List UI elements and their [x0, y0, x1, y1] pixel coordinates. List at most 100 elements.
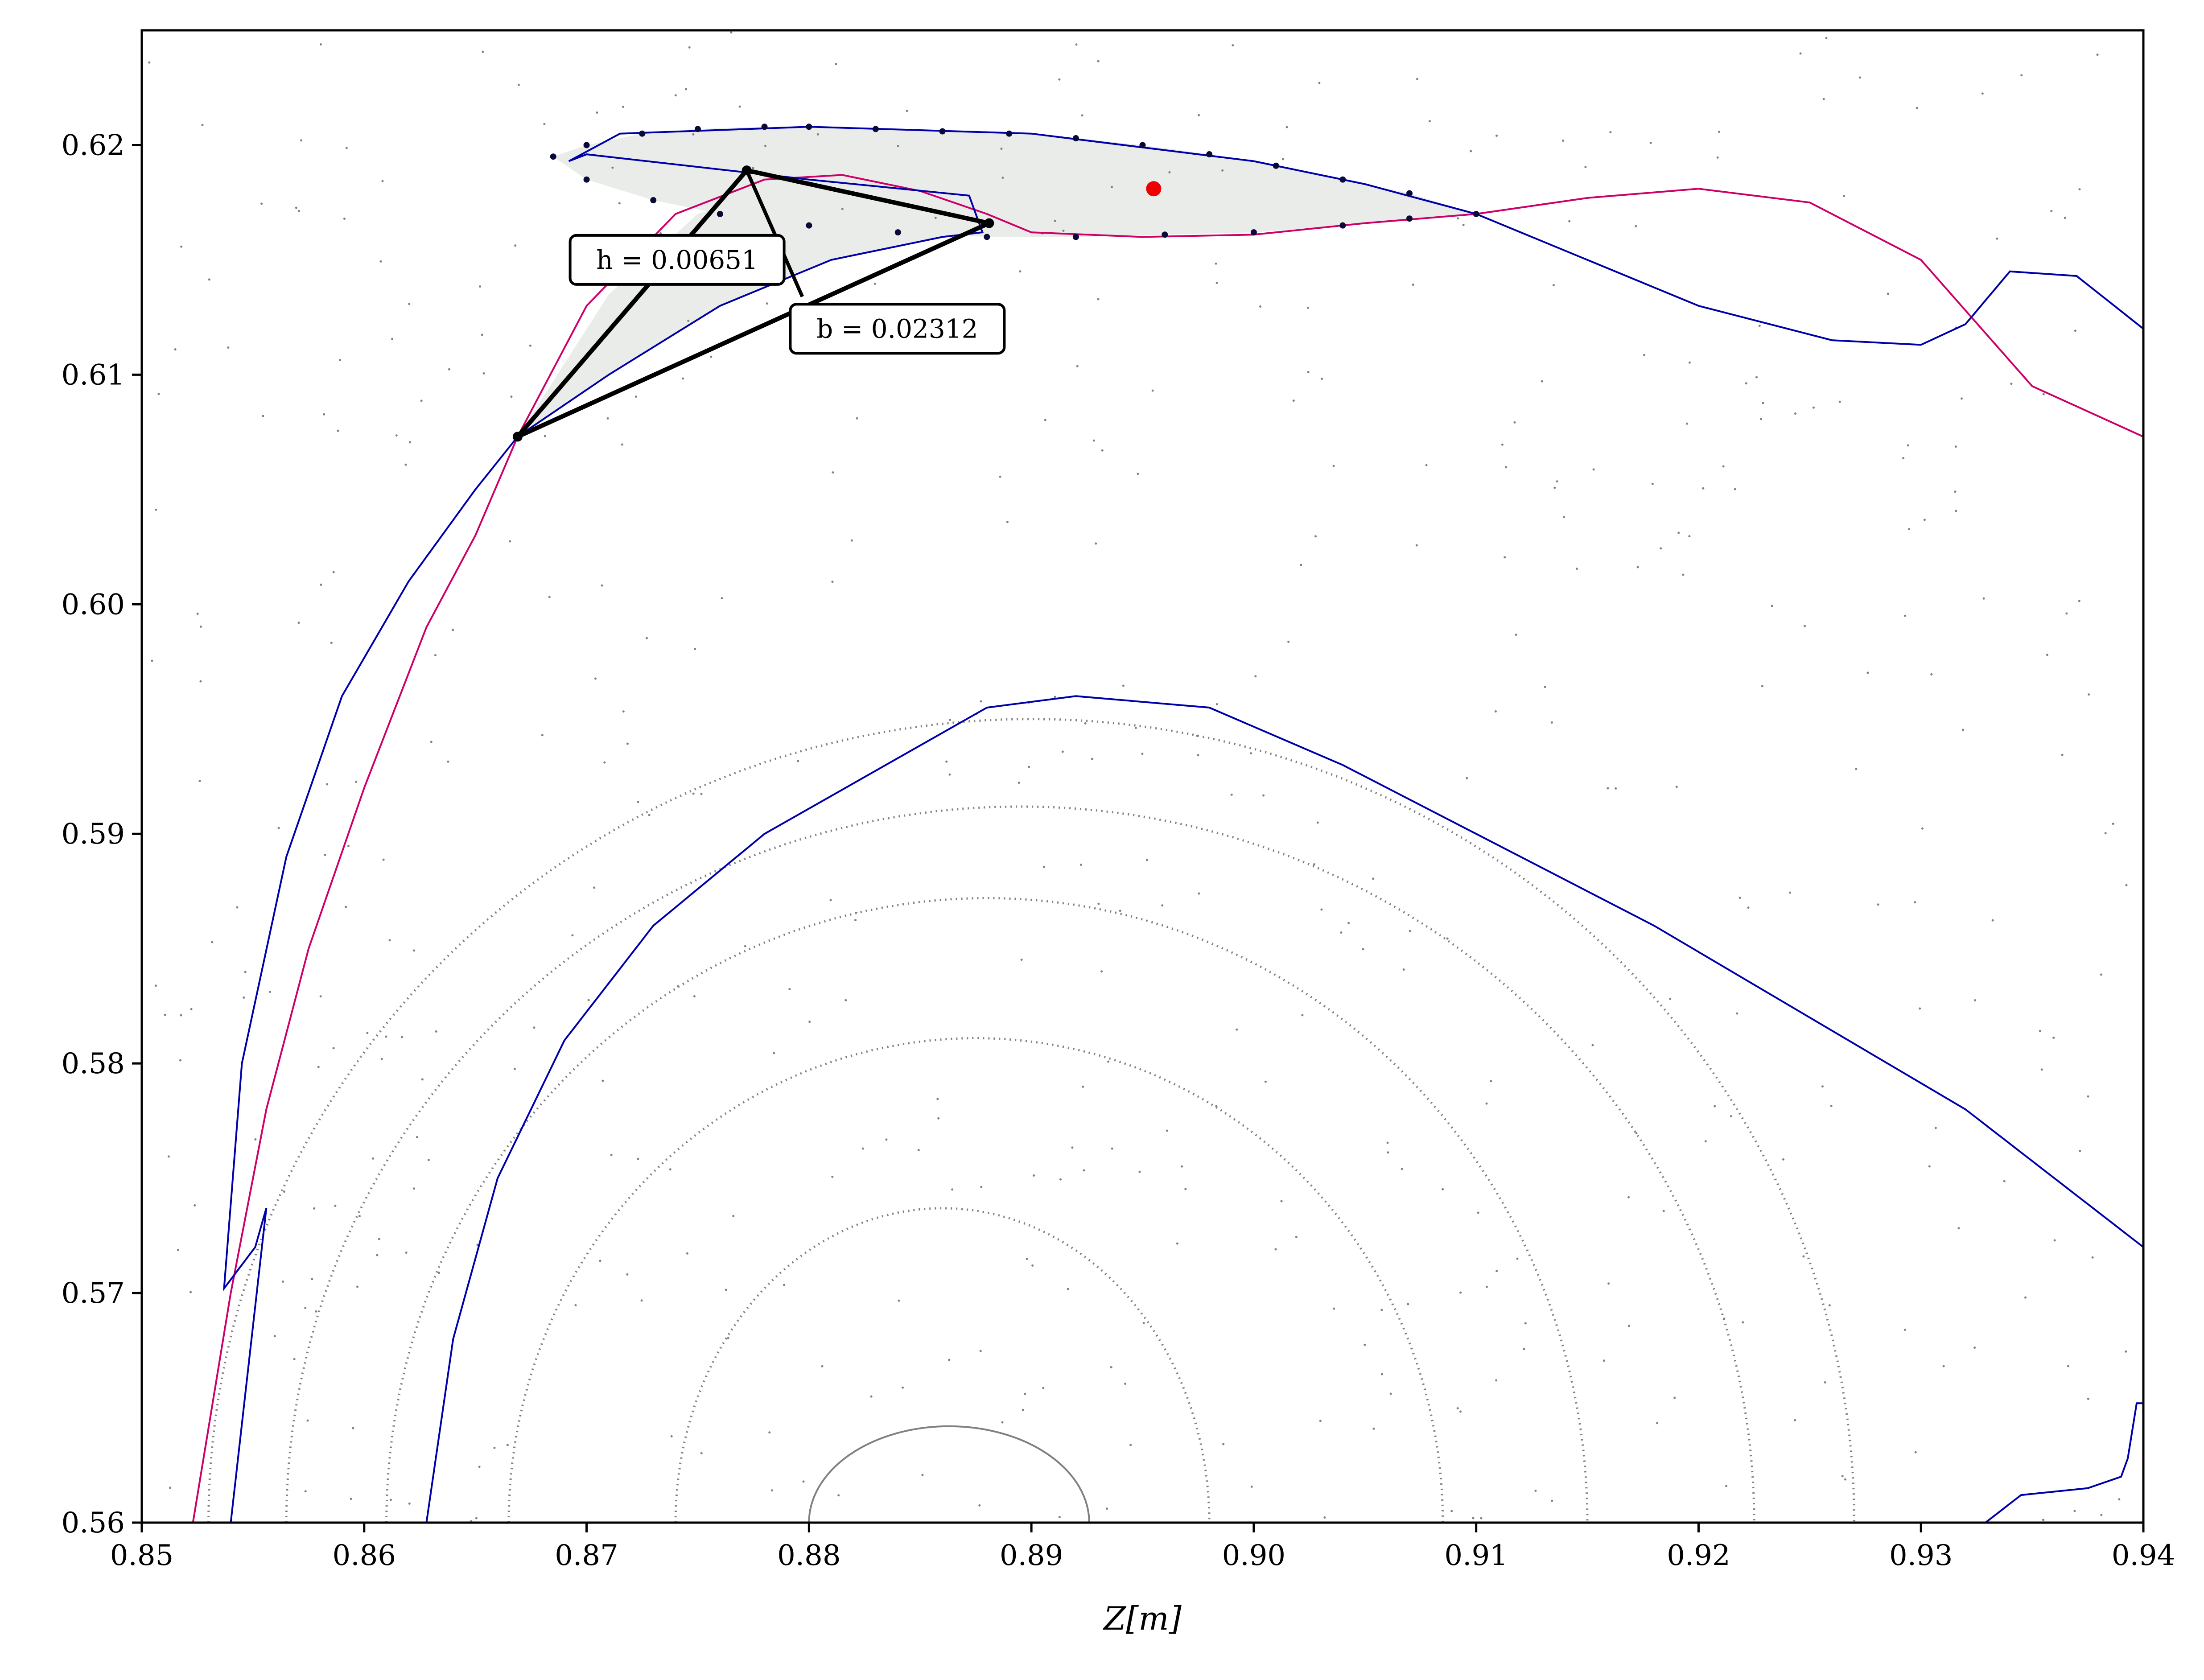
lobe-marker	[1006, 130, 1013, 137]
poincare-point	[1134, 727, 1137, 729]
poincare-point	[1742, 1321, 1744, 1324]
poincare-point	[2088, 693, 2090, 696]
poincare-point	[2112, 823, 2114, 825]
lobe-marker	[717, 210, 723, 217]
poincare-point	[371, 1157, 374, 1160]
poincare-point	[1842, 195, 1845, 198]
poincare-point	[1176, 1242, 1178, 1245]
poincare-point	[1000, 148, 1003, 150]
poincare-point	[180, 245, 183, 248]
poincare-point	[2042, 1519, 2044, 1521]
poincare-point	[606, 417, 609, 420]
poincare-point	[1494, 710, 1497, 713]
lobe-marker	[694, 126, 701, 132]
poincare-point	[832, 471, 834, 474]
poincare-point	[389, 1499, 392, 1501]
lobe-marker	[1273, 162, 1279, 169]
poincare-point	[1442, 1188, 1444, 1190]
poincare-point	[725, 1289, 727, 1291]
poincare-point	[345, 906, 347, 908]
poincare-section-4	[286, 807, 1754, 1523]
poincare-point	[1552, 284, 1555, 287]
poincare-point	[1281, 158, 1284, 161]
poincare-point	[1669, 997, 1672, 1000]
poincare-point	[315, 1310, 317, 1313]
poincare-point	[845, 999, 847, 1001]
lobe-marker	[1250, 229, 1257, 236]
poincare-point	[1230, 793, 1233, 796]
poincare-point	[945, 760, 948, 763]
poincare-point	[1062, 229, 1065, 232]
poincare-point	[2040, 1068, 2043, 1071]
poincare-point	[744, 945, 746, 947]
poincare-point	[391, 338, 394, 340]
unstable-manifold-outer-line	[222, 126, 2143, 1523]
poincare-point	[951, 1188, 954, 1191]
poincare-point	[2010, 383, 2013, 385]
poincare-point	[1974, 999, 1977, 1002]
poincare-point	[2087, 1095, 2089, 1098]
poincare-point	[1804, 625, 1806, 627]
poincare-point	[1274, 1248, 1277, 1251]
poincare-point	[1702, 487, 1705, 490]
poincare-point	[167, 1155, 170, 1158]
poincare-point	[1407, 1303, 1409, 1305]
poincare-point	[1858, 76, 1861, 79]
poincare-point	[174, 348, 177, 351]
poincare-point	[1799, 52, 1802, 55]
poincare-point	[1466, 777, 1468, 779]
poincare-point	[1930, 673, 1933, 675]
poincare-point	[1677, 531, 1680, 534]
poincare-point	[1802, 1255, 1805, 1258]
poincare-point	[190, 1008, 193, 1010]
poincare-point	[611, 166, 614, 169]
poincare-point	[1825, 37, 1828, 39]
poincare-point	[199, 625, 202, 628]
poincare-point	[1916, 107, 1918, 109]
poincare-point	[355, 780, 358, 783]
poincare-point	[1504, 556, 1506, 559]
poincare-point	[596, 111, 598, 114]
poincare-point	[692, 133, 695, 136]
poincare-point	[2039, 1029, 2041, 1032]
poincare-point	[837, 1494, 840, 1497]
poincare-point	[1962, 729, 1965, 731]
poincare-point	[1107, 1060, 1110, 1063]
poincare-point	[1541, 380, 1543, 383]
poincare-point	[686, 1252, 688, 1255]
poincare-point	[154, 984, 157, 987]
poincare-point	[448, 368, 450, 371]
unstable-manifold-inner-line	[425, 695, 2143, 1523]
poincare-point	[2050, 210, 2053, 212]
poincare-point	[831, 581, 834, 583]
poincare-point	[1307, 306, 1310, 309]
poincare-point	[1019, 270, 1022, 273]
poincare-point	[1584, 165, 1587, 168]
poincare-points-layer	[142, 31, 2128, 1523]
lobe-marker	[650, 197, 657, 204]
poincare-point	[1472, 1517, 1475, 1519]
poincare-point	[601, 1079, 604, 1082]
poincare-point	[999, 475, 1001, 478]
poincare-point	[277, 827, 280, 829]
poincare-point	[1024, 1393, 1026, 1396]
poincare-point	[1688, 535, 1691, 538]
poincare-point	[311, 1278, 313, 1281]
poincare-section-3	[385, 897, 1589, 1523]
poincare-point	[948, 719, 951, 721]
y-tick-label: 0.58	[62, 1047, 125, 1080]
poincare-point	[2065, 612, 2068, 615]
poincare-point	[2078, 188, 2081, 191]
poincare-point	[768, 1431, 771, 1434]
poincare-point	[854, 919, 857, 922]
poincare-point	[1313, 863, 1316, 866]
poincare-point	[1838, 400, 1841, 403]
poincare-point	[693, 995, 696, 998]
poincare-point	[1789, 891, 1792, 894]
poincare-point	[1389, 1392, 1392, 1395]
poincare-point	[1866, 671, 1869, 674]
poincare-point	[347, 844, 350, 847]
lobe-marker	[1473, 210, 1479, 217]
poincare-point	[1280, 1200, 1283, 1202]
poincare-point	[659, 232, 662, 235]
